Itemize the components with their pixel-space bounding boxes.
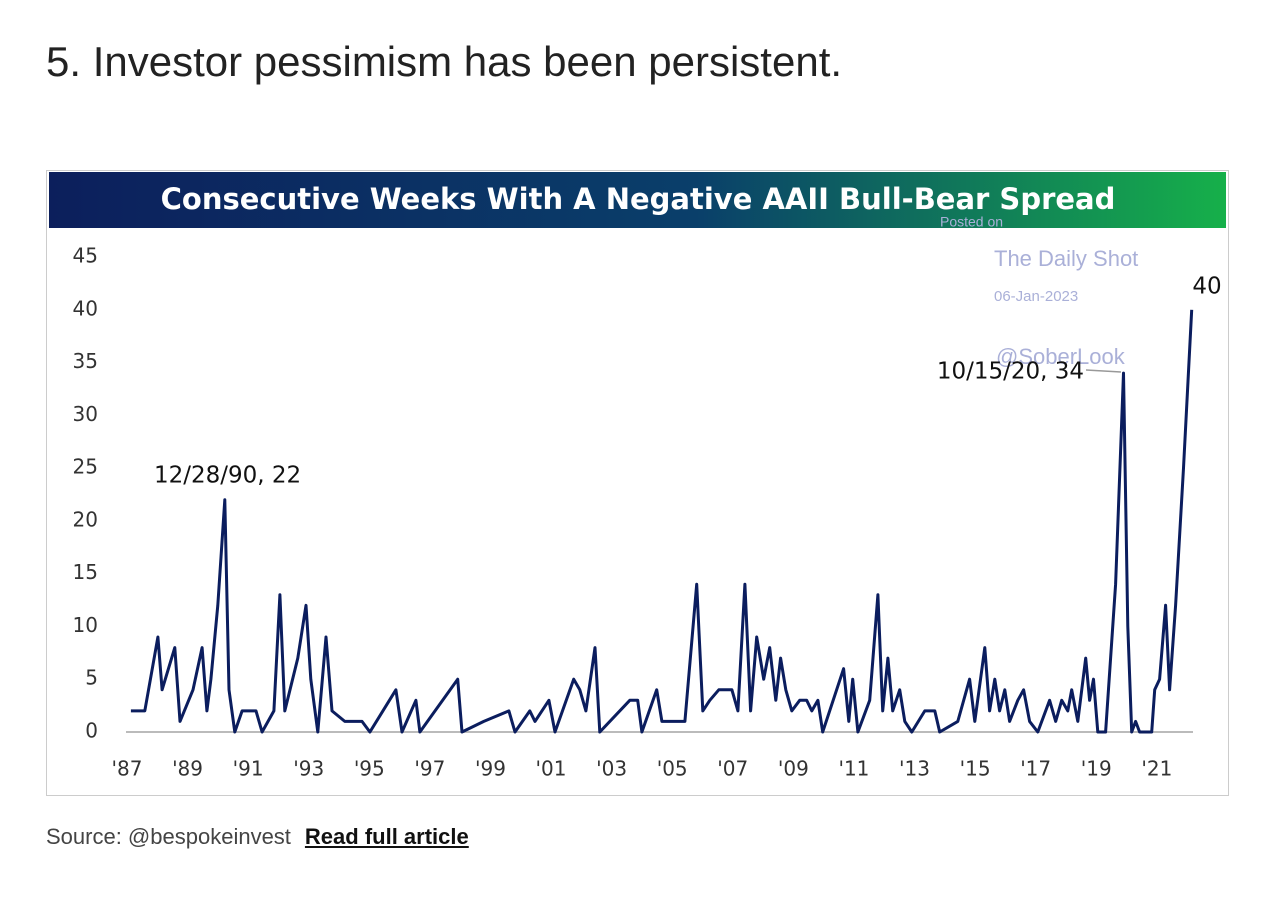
x-tick-label: '87	[111, 757, 142, 781]
watermark: Posted on	[940, 214, 1003, 230]
x-tick-label: '99	[475, 757, 506, 781]
annotation: 40	[1192, 274, 1221, 300]
chart: Consecutive Weeks With A Negative AAII B…	[46, 170, 1229, 796]
x-tick-label: '11	[838, 757, 869, 781]
y-tick-label: 30	[73, 402, 98, 426]
x-tick-label: '91	[233, 757, 264, 781]
x-tick-label: '13	[899, 757, 930, 781]
chart-title: Consecutive Weeks With A Negative AAII B…	[161, 182, 1116, 216]
x-tick-label: '05	[657, 757, 688, 781]
y-tick-label: 5	[85, 666, 98, 690]
annotation: 12/28/90, 22	[154, 463, 301, 489]
x-tick-label: '19	[1081, 757, 1112, 781]
y-tick-label: 0	[85, 719, 98, 743]
y-tick-label: 15	[73, 560, 98, 584]
x-tick-label: '15	[960, 757, 991, 781]
y-tick-label: 40	[73, 296, 98, 320]
footer: Source: @bespokeinvest Read full article	[46, 824, 469, 850]
x-tick-label: '03	[596, 757, 627, 781]
chart-frame: Consecutive Weeks With A Negative AAII B…	[46, 170, 1229, 800]
source: Source: @bespokeinvest	[46, 824, 291, 849]
annotation: 10/15/20, 34	[937, 359, 1084, 385]
x-tick-label: '93	[293, 757, 324, 781]
x-tick-label: '17	[1020, 757, 1051, 781]
y-tick-label: 10	[73, 613, 98, 637]
y-tick-label: 45	[73, 244, 98, 268]
x-tick-label: '09	[778, 757, 809, 781]
x-tick-label: '07	[717, 757, 748, 781]
x-tick-label: '01	[536, 757, 567, 781]
watermark: The Daily Shot	[994, 246, 1138, 271]
x-tick-label: '95	[354, 757, 385, 781]
watermark: 06-Jan-2023	[994, 288, 1078, 305]
x-tick-label: '89	[172, 757, 203, 781]
heading: 5. Investor pessimism has been persisten…	[46, 38, 843, 85]
watermark: @SoberLook	[996, 344, 1126, 369]
x-tick-label: '97	[414, 757, 445, 781]
y-tick-label: 20	[73, 507, 98, 531]
y-tick-label: 25	[73, 455, 98, 479]
frame	[46, 170, 1229, 796]
article-link[interactable]: Read full article	[304, 824, 469, 849]
data-line	[130, 309, 1194, 734]
x-tick-label: '21	[1141, 757, 1172, 781]
y-tick-label: 35	[73, 349, 98, 373]
title-bar	[49, 172, 1226, 228]
annotation-leader	[1085, 369, 1122, 373]
